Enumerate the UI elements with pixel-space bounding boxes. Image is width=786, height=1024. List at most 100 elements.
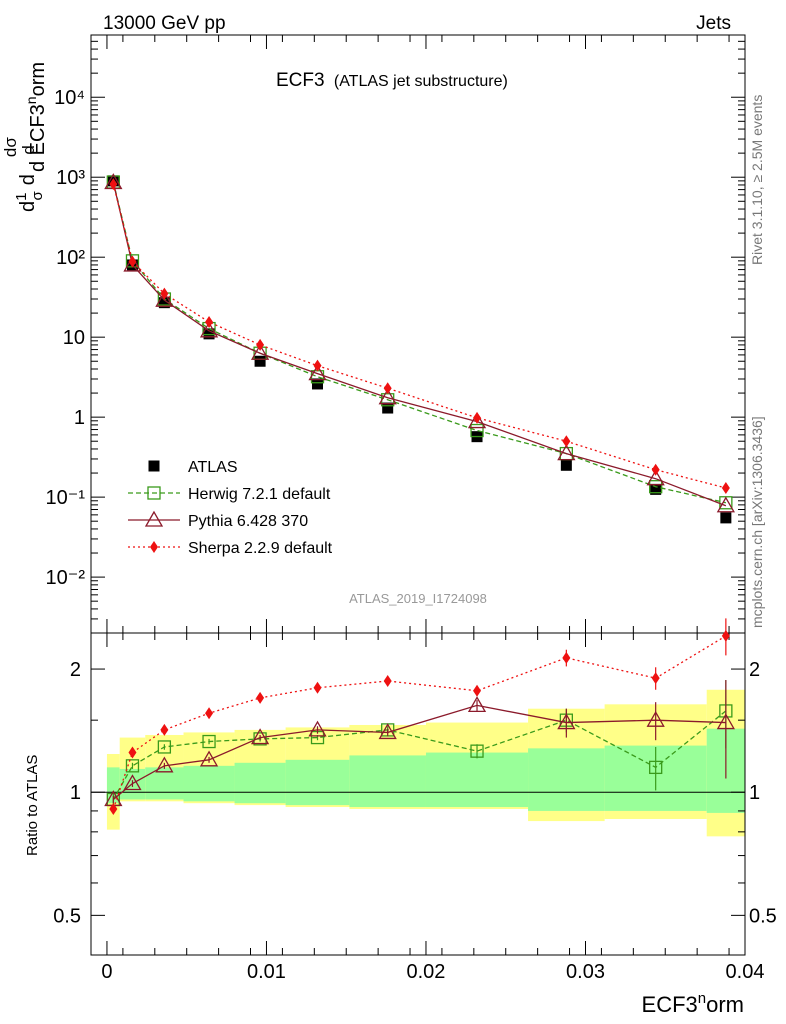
ratio-tick-label-left-2: 2 [70, 659, 81, 681]
ratio-point-1-3 [199, 750, 219, 767]
plot-title: ECF3 (ATLAS jet substructure) [276, 70, 508, 91]
main-point-1-7 [470, 423, 484, 438]
y-tick-label-2: 1 [74, 407, 85, 429]
ratio-point-2-10 [721, 629, 730, 642]
main-line-3 [112, 183, 727, 489]
main-point-2-6 [378, 388, 397, 405]
legend-label-2: Pythia 6.428 370 [188, 513, 308, 530]
x-axis-label: ECF3norm [642, 990, 744, 1017]
y-tick-label-1: 10⁻¹ [46, 487, 86, 509]
main-point-3-1 [128, 255, 137, 268]
main-series-3 [109, 178, 730, 495]
main-series-2 [104, 173, 735, 513]
ratio-point-1-7 [467, 696, 487, 713]
main-point-2-4 [250, 343, 270, 360]
y-tick-label-0: 10⁻² [46, 567, 86, 589]
ratio-tick-label-left-1: 1 [70, 782, 81, 804]
main-point-3-2 [160, 287, 169, 300]
analysis-watermark: ATLAS_2019_I1724098 [349, 591, 487, 606]
y-tick-label-5: 10³ [56, 167, 85, 189]
svg-text:ECF3norm: ECF3norm [642, 990, 744, 1017]
band-green-5 [285, 759, 350, 806]
ratio-point-1-8 [557, 713, 576, 730]
x-tick-label-4: 0.04 [726, 961, 765, 983]
ratio-tick-label-right-1: 1 [749, 782, 760, 804]
ratio-point-0-2 [157, 740, 172, 754]
y-tick-label-3: 10 [63, 327, 85, 349]
main-point-3-7 [473, 411, 482, 424]
ratio-point-1-2 [155, 756, 174, 773]
x-tick-label-3: 0.03 [566, 961, 605, 983]
title-main: ECF3 [276, 70, 325, 91]
ratio-point-1-6 [378, 723, 397, 740]
legend-marker-0 [148, 460, 160, 472]
main-point-2-7 [467, 412, 487, 429]
svg-text:d ECF3norm: d ECF3norm [23, 62, 49, 172]
ratio-point-2-9 [651, 672, 660, 685]
band-green-0 [106, 767, 120, 804]
y-tick-label-6: 10⁴ [54, 87, 85, 109]
x-tick-label-0: 0 [101, 961, 112, 983]
svg-text:d1σd ddσ: d1σd ddσ [1, 137, 46, 212]
mcplots-label: mcplots.cern.ch [arXiv:1306.3436] [749, 416, 765, 628]
legend-label-3: Sherpa 2.2.9 default [188, 540, 333, 557]
ratio-point-1-1 [123, 774, 142, 791]
main-point-0-6 [382, 402, 394, 414]
ratio-point-1-9 [646, 710, 665, 727]
band-green-3 [183, 765, 235, 802]
ratio-point-0-3 [202, 734, 216, 749]
ratio-line-2 [112, 635, 727, 810]
rivet-label: Rivet 3.1.10, ≥ 2.5M events [749, 95, 765, 265]
main-point-1-9 [649, 480, 663, 494]
plot-frames [90, 34, 746, 956]
main-line-1 [112, 181, 727, 504]
legend-label-0: ATLAS [188, 459, 238, 476]
main-point-2-5 [308, 364, 327, 381]
main-point-0-5 [312, 378, 324, 390]
main-point-3-3 [205, 315, 214, 328]
ratio-point-1-4 [250, 728, 270, 745]
ratio-frame [90, 632, 746, 956]
legend-marker-3 [150, 541, 158, 553]
main-point-3-4 [256, 338, 265, 351]
main-point-3-5 [313, 359, 322, 372]
main-point-2-9 [646, 469, 665, 486]
main-point-2-2 [155, 290, 174, 307]
band-green-4 [234, 762, 286, 804]
main-point-0-2 [158, 297, 170, 309]
ratio-point-1-5 [308, 720, 327, 737]
ratio-y-label: Ratio to ATLAS [24, 755, 41, 856]
main-point-3-0 [109, 178, 118, 191]
legend-marker-2 [144, 510, 164, 527]
title-sub: (ATLAS jet substructure) [334, 73, 508, 90]
y-axis-label-main: d1σd ddσ d ECF3norm [1, 62, 49, 212]
ratio-point-0-9 [649, 760, 663, 775]
legend-label-1: Herwig 7.2.1 default [188, 486, 331, 503]
ratio-point-2-8 [562, 651, 571, 664]
main-point-3-6 [383, 382, 392, 395]
data-series [104, 173, 735, 815]
x-tick-label-2: 0.02 [407, 961, 446, 983]
main-point-3-10 [721, 482, 730, 495]
ratio-tick-label-left-0: 0.5 [53, 905, 81, 927]
main-point-3-9 [651, 463, 660, 476]
main-point-0-8 [560, 459, 572, 471]
ratio-tick-label-right-2: 2 [749, 659, 760, 681]
x-tick-label-1: 0.01 [247, 961, 286, 983]
ratio-point-2-0 [109, 802, 118, 815]
y-tick-label-4: 10² [56, 247, 85, 269]
ratio-point-2-7 [473, 684, 482, 697]
band-green-8 [528, 748, 605, 811]
ratio-point-2-4 [256, 691, 265, 704]
ratio-point-0-7 [470, 744, 484, 758]
main-point-2-3 [199, 321, 219, 338]
legend: ATLAS Herwig 7.2.1 default Pythia 6.428 37… [128, 459, 333, 557]
legend-marker-1 [147, 486, 161, 500]
ratio-point-2-3 [205, 707, 214, 720]
ratio-point-2-2 [160, 723, 169, 736]
ratio-point-1-10 [716, 713, 735, 730]
header-left: 13000 GeV pp [103, 13, 226, 34]
ratio-tick-label-right-0: 0.5 [749, 905, 777, 927]
band-green-6 [349, 755, 426, 808]
